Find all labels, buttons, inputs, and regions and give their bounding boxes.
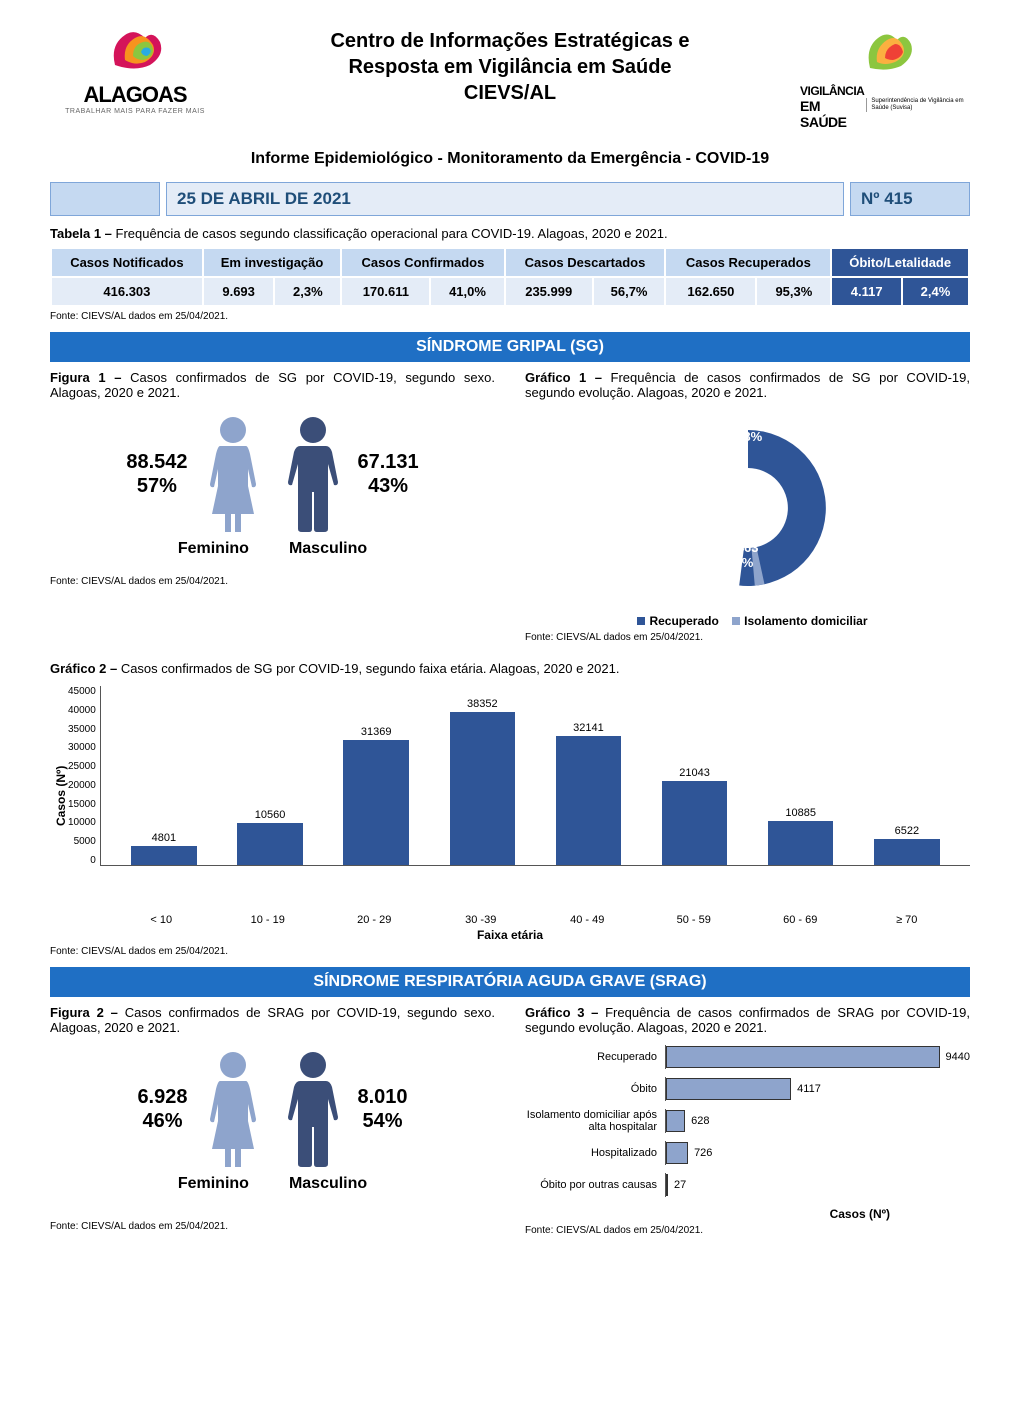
td: 416.303 [51,277,203,306]
td: 56,7% [593,277,666,306]
th-conf: Casos Confirmados [341,248,504,277]
mas-label: Masculino [289,1175,367,1193]
donut-iso-n: 2463 [730,540,759,555]
figura1: Figura 1 – Casos confirmados de SG por C… [50,370,495,653]
y-ticks: 4500040000350003000025000200001500010000… [68,686,100,866]
g2-b: Gráfico 2 – [50,661,121,676]
xlabel: Faixa etária [50,928,970,942]
leg-sq-icon [732,617,740,625]
source: Fonte: CIEVS/AL dados em 25/04/2021. [50,946,970,957]
source: Fonte: CIEVS/AL dados em 25/04/2021. [50,1221,495,1232]
logo-subtitle: TRABALHAR MAIS PARA FAZER MAIS [65,108,205,115]
header: ALAGOAS TRABALHAR MAIS PARA FAZER MAIS C… [50,20,970,130]
td: 2,4% [902,277,969,306]
fem-p: 57% [126,474,187,498]
date-bar: 25 DE ABRIL DE 2021 Nº 415 [50,182,970,216]
srag-fem-n: 6.928 [137,1085,187,1109]
td: 41,0% [430,277,504,306]
td: 162.650 [665,277,756,306]
td: 95,3% [756,277,831,306]
th-desc: Casos Descartados [505,248,666,277]
title-line3: CIEVS/AL [240,80,780,106]
donut-rec-n: 153210 [728,414,771,429]
report-subtitle: Informe Epidemiológico - Monitoramento d… [50,150,970,168]
mas-stat: 67.131 43% [358,450,419,498]
srag-mas-n: 8.010 [358,1085,408,1109]
donut-chart: 153210 98% 2463 2% [638,408,858,608]
logo-alagoas: ALAGOAS TRABALHAR MAIS PARA FAZER MAIS [50,20,220,115]
source: Fonte: CIEVS/AL dados em 25/04/2021. [50,576,495,587]
fig1-b: Figura 1 – [50,370,130,385]
leg1: Recuperado [649,614,718,628]
title-block: Centro de Informações Estratégicas e Res… [240,20,780,106]
table1-caption: Tabela 1 – Frequência de casos segundo c… [50,226,970,241]
source: Fonte: CIEVS/AL dados em 25/04/2021. [525,632,970,643]
female-icon [198,1049,268,1169]
donut-iso-p: 2% [730,555,759,570]
logo-vigilancia: VIGILÂNCIA EM SAÚDE Superintendência de … [800,20,970,130]
x-labels: < 1010 - 1920 - 2930 -3940 - 4950 - 5960… [98,910,970,926]
fem-label: Feminino [178,1175,249,1193]
td: 2,3% [274,277,341,306]
female-icon [198,414,268,534]
section-srag: SÍNDROME RESPIRATÓRIA AGUDA GRAVE (SRAG) [50,967,970,997]
fem-n: 88.542 [126,450,187,474]
bars: 48011056031369383523214121043108856522 [101,686,970,865]
title-line1: Centro de Informações Estratégicas e [240,28,780,54]
fem-stat: 88.542 57% [126,450,187,498]
donut-rec-p: 98% [728,429,771,444]
report-number: Nº 415 [850,182,970,216]
figura2: Figura 2 – Casos confirmados de SRAG por… [50,1005,495,1246]
g1-b: Gráfico 1 – [525,370,611,385]
bar-chart: Casos (Nº) 45000400003500030000250002000… [50,686,970,906]
grafico3: Gráfico 3 – Frequência de casos confirma… [525,1005,970,1246]
report-date: 25 DE ABRIL DE 2021 [166,182,844,216]
male-icon [278,1049,348,1169]
th-recup: Casos Recuperados [665,248,831,277]
title-line2: Resposta em Vigilância em Saúde [240,54,780,80]
srag-mas-p: 54% [358,1109,408,1133]
table1: Casos Notificados Em investigação Casos … [50,247,970,307]
mas-n: 67.131 [358,450,419,474]
td: 235.999 [505,277,593,306]
fem-label: Feminino [178,540,249,558]
alagoas-bird-icon [95,20,175,80]
section-sg: SÍNDROME GRIPAL (SG) [50,332,970,362]
mas-p: 43% [358,474,419,498]
leg-sq-icon [637,617,645,625]
hbar-chart: Recuperado9440Óbito4117Isolamento domici… [525,1045,970,1197]
hbar-xlabel: Casos (Nº) [525,1207,970,1221]
td: 9.693 [203,277,275,306]
leg2: Isolamento domiciliar [744,614,867,628]
th-inv: Em investigação [203,248,341,277]
grafico1: Gráfico 1 – Frequência de casos confirma… [525,370,970,653]
logo-r-t1: VIGILÂNCIA [800,84,864,98]
date-bar-blank [50,182,160,216]
g3-b: Gráfico 3 – [525,1005,605,1020]
table1-caption-b: Tabela 1 – [50,226,116,241]
logo-r-sub: Superintendência de Vigilância em Saúde … [866,98,970,111]
th-notif: Casos Notificados [51,248,203,277]
logo-r-t2: EM SAÚDE [800,98,864,130]
source: Fonte: CIEVS/AL dados em 25/04/2021. [50,311,970,322]
table1-caption-text: Frequência de casos segundo classificaçã… [116,226,668,241]
source: Fonte: CIEVS/AL dados em 25/04/2021. [525,1225,970,1236]
f2-b: Figura 2 – [50,1005,125,1020]
th-obito: Óbito/Letalidade [831,248,969,277]
td: 170.611 [341,277,430,306]
td: 4.117 [831,277,902,306]
vigilancia-icon [845,20,925,80]
mas-label: Masculino [289,540,367,558]
g2-txt: Casos confirmados de SG por COVID-19, se… [121,661,620,676]
male-icon [278,414,348,534]
ylabel: Casos (Nº) [50,686,68,906]
logo-text: ALAGOAS [84,82,187,108]
donut-legend: Recuperado Isolamento domiciliar [525,614,970,628]
